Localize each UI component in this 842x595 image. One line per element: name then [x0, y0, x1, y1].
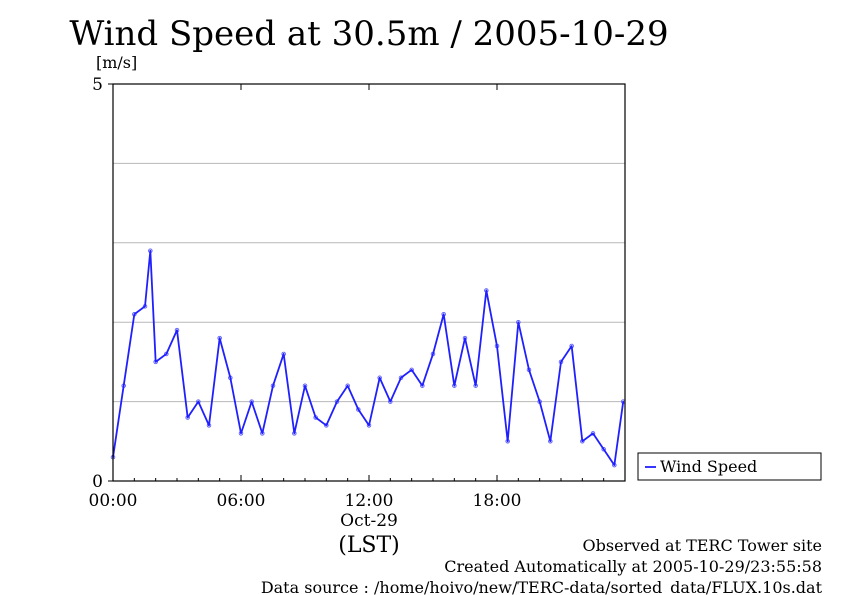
footer-observed: Observed at TERC Tower site: [583, 536, 823, 555]
footer-source: Data source : /home/hoivo/new/TERC-data/…: [261, 578, 823, 595]
data-point: [601, 446, 606, 452]
x-tick-label: 06:00: [217, 491, 266, 511]
x-tick-label: 12:00: [345, 491, 394, 511]
y-tick-label: 0: [92, 472, 103, 492]
y-tick-label: 5: [92, 75, 103, 95]
y-axis-unit-label: [m/s]: [96, 53, 137, 72]
series-line: [112, 249, 625, 467]
legend-entry-wind-speed: Wind Speed: [660, 457, 757, 476]
data-point: [409, 367, 414, 373]
footer-created: Created Automatically at 2005-10-29/23:5…: [444, 557, 822, 576]
x-axis-label: (LST): [338, 533, 400, 558]
legend: Wind Speed: [637, 452, 822, 481]
x-tick-label: 00:00: [89, 491, 138, 511]
grid-lines: [113, 162, 625, 403]
chart-title: Wind Speed at 30.5m / 2005-10-29: [69, 14, 668, 54]
x-axis-ticks: 00:00 06:00 12:00 18:00: [89, 84, 626, 511]
series-line-wind-speed: [112, 249, 625, 467]
data-point: [590, 431, 596, 436]
y-axis-ticks: 05: [92, 75, 113, 492]
date-label: Oct-29: [340, 511, 398, 531]
x-tick-label: 18:00: [473, 491, 522, 511]
legend-box: [637, 452, 822, 481]
